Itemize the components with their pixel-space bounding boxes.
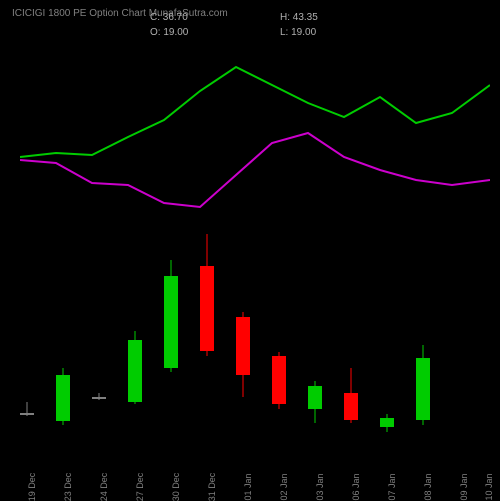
x-axis-tick: 19 Dec <box>27 473 37 501</box>
candle <box>56 225 70 455</box>
candle <box>344 225 358 455</box>
candle-body <box>128 340 142 402</box>
x-axis-tick: 23 Dec <box>63 473 73 501</box>
x-axis-tick: 07 Jan <box>387 473 397 500</box>
candlestick-panel <box>20 225 490 455</box>
o-value: 19.00 <box>163 27 188 38</box>
candle-body <box>344 393 358 421</box>
l-value: 19.00 <box>291 27 316 38</box>
h-label: H: <box>280 12 290 23</box>
candle <box>128 225 142 455</box>
x-axis-tick: 01 Jan <box>243 473 253 500</box>
indicator-line <box>20 67 490 157</box>
candle-body <box>20 413 34 415</box>
high-label: H: 43.35 <box>280 10 350 25</box>
candle-body <box>380 418 394 427</box>
chart-area <box>20 55 490 455</box>
candle <box>380 225 394 455</box>
candle <box>200 225 214 455</box>
candle <box>272 225 286 455</box>
x-axis-tick: 30 Dec <box>171 473 181 501</box>
candle-body <box>236 317 250 375</box>
o-label: O: <box>150 27 161 38</box>
x-axis: 19 Dec23 Dec24 Dec27 Dec30 Dec31 Dec01 J… <box>20 457 490 492</box>
candle-body <box>272 356 286 404</box>
x-axis-tick: 10 Jan <box>484 473 494 500</box>
x-axis-tick: 31 Dec <box>207 473 217 501</box>
candle <box>308 225 322 455</box>
h-value: 43.35 <box>293 12 318 23</box>
ohlc-panel: C: 36.70 H: 43.35 O: 19.00 L: 19.00 <box>0 10 500 40</box>
candle-body <box>92 397 106 399</box>
candle <box>164 225 178 455</box>
indicator-line <box>20 133 490 207</box>
c-label: C: <box>150 12 160 23</box>
x-axis-tick: 08 Jan <box>423 473 433 500</box>
candle-body <box>56 375 70 421</box>
c-value: 36.70 <box>163 12 188 23</box>
x-axis-tick: 27 Dec <box>135 473 145 501</box>
x-axis-tick: 09 Jan <box>459 473 469 500</box>
candle <box>92 225 106 455</box>
x-axis-tick: 03 Jan <box>315 473 325 500</box>
low-label: L: 19.00 <box>280 25 350 40</box>
open-label: O: 19.00 <box>150 25 220 40</box>
candle <box>236 225 250 455</box>
candle-body <box>200 266 214 351</box>
candle-body <box>416 358 430 420</box>
x-axis-tick: 24 Dec <box>99 473 109 501</box>
line-chart-panel <box>20 55 490 225</box>
candle <box>416 225 430 455</box>
x-axis-tick: 02 Jan <box>279 473 289 500</box>
x-axis-tick: 06 Jan <box>351 473 361 500</box>
candle-body <box>164 276 178 368</box>
l-label: L: <box>280 27 288 38</box>
close-label: C: 36.70 <box>150 10 220 25</box>
candle <box>20 225 34 455</box>
line-chart-svg <box>20 55 490 225</box>
candle-body <box>308 386 322 409</box>
